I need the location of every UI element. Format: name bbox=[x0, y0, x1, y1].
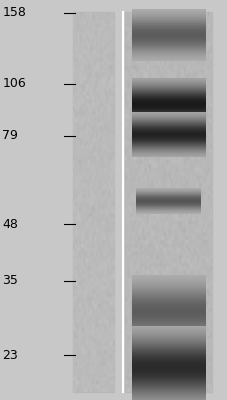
Text: 79: 79 bbox=[2, 129, 18, 142]
Bar bbox=[125, 12, 211, 392]
Text: 106: 106 bbox=[2, 77, 26, 90]
Text: 158: 158 bbox=[2, 6, 26, 19]
Bar bbox=[73, 12, 114, 392]
Text: 35: 35 bbox=[2, 274, 18, 287]
Text: 48: 48 bbox=[2, 218, 18, 231]
Text: 23: 23 bbox=[2, 349, 18, 362]
